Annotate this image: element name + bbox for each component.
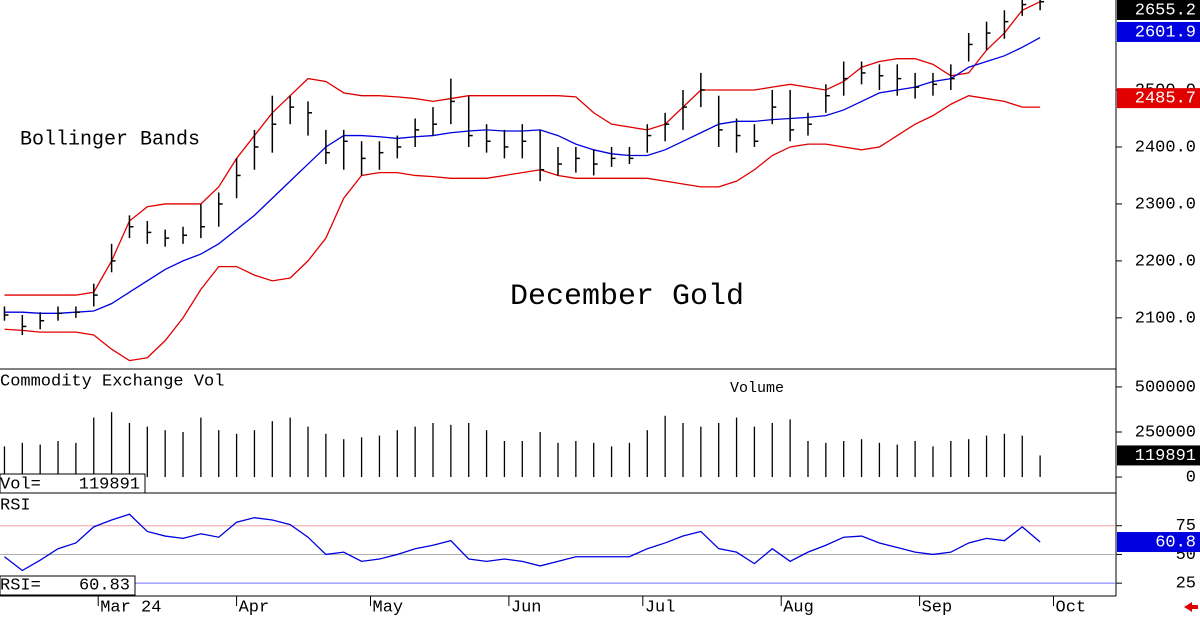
readout-value: 119891: [79, 475, 140, 494]
x-tick-label: May: [373, 598, 404, 617]
y-tick-label: 25: [1176, 575, 1196, 594]
y-tick-label: 75: [1176, 517, 1196, 536]
y-tick-label: 250000: [1135, 423, 1196, 442]
x-tick-label: Sep: [922, 598, 953, 617]
readout-box: [1117, 88, 1200, 109]
line: [4, 1, 1041, 296]
readout-value: 2655.2: [1135, 1, 1196, 20]
price-plot: [3, 0, 1045, 362]
x-tick-label: Jun: [511, 598, 542, 617]
y-tick-label: 2300.0: [1135, 195, 1196, 214]
y-tick-label: 2100.0: [1135, 309, 1196, 328]
annotation: Volume: [730, 380, 784, 397]
panel-title: Commodity Exchange Vol: [0, 372, 224, 391]
panel-title: RSI: [0, 496, 31, 515]
line: [4, 95, 1041, 362]
x-tick-label: Aug: [783, 598, 814, 617]
y-tick-label: 0: [1186, 469, 1196, 488]
annotation: December Gold: [510, 280, 744, 314]
y-tick-label: 2400.0: [1135, 138, 1196, 157]
readout-box: [1117, 21, 1200, 42]
readout-value: 60.8: [1155, 534, 1196, 553]
rsi-plot: [4, 513, 1041, 572]
x-tick-label: Mar 24: [100, 598, 161, 617]
x-tick-label: Oct: [1056, 598, 1087, 617]
readout-value: 60.83: [79, 576, 130, 595]
readout-label: RSI=: [0, 576, 41, 595]
line: [4, 513, 1041, 572]
y-tick-label: 500000: [1135, 378, 1196, 397]
x-tick-label: Apr: [239, 598, 270, 617]
y-tick-label: 2200.0: [1135, 252, 1196, 271]
readout-panel: [0, 575, 136, 596]
x-tick-label: Jul: [645, 598, 676, 617]
readout-value: 119891: [1135, 447, 1196, 466]
readout-box: [1117, 0, 1200, 20]
readout-box: [1117, 532, 1200, 553]
readout-box: [1117, 445, 1200, 466]
scroll-arrow[interactable]: [1184, 602, 1198, 612]
readout-panel: [0, 473, 146, 494]
readout-value: 2601.9: [1135, 23, 1196, 42]
annotation: Bollinger Bands: [20, 128, 200, 151]
readout-value: 2485.7: [1135, 90, 1196, 109]
readout-label: Vol=: [0, 475, 41, 494]
